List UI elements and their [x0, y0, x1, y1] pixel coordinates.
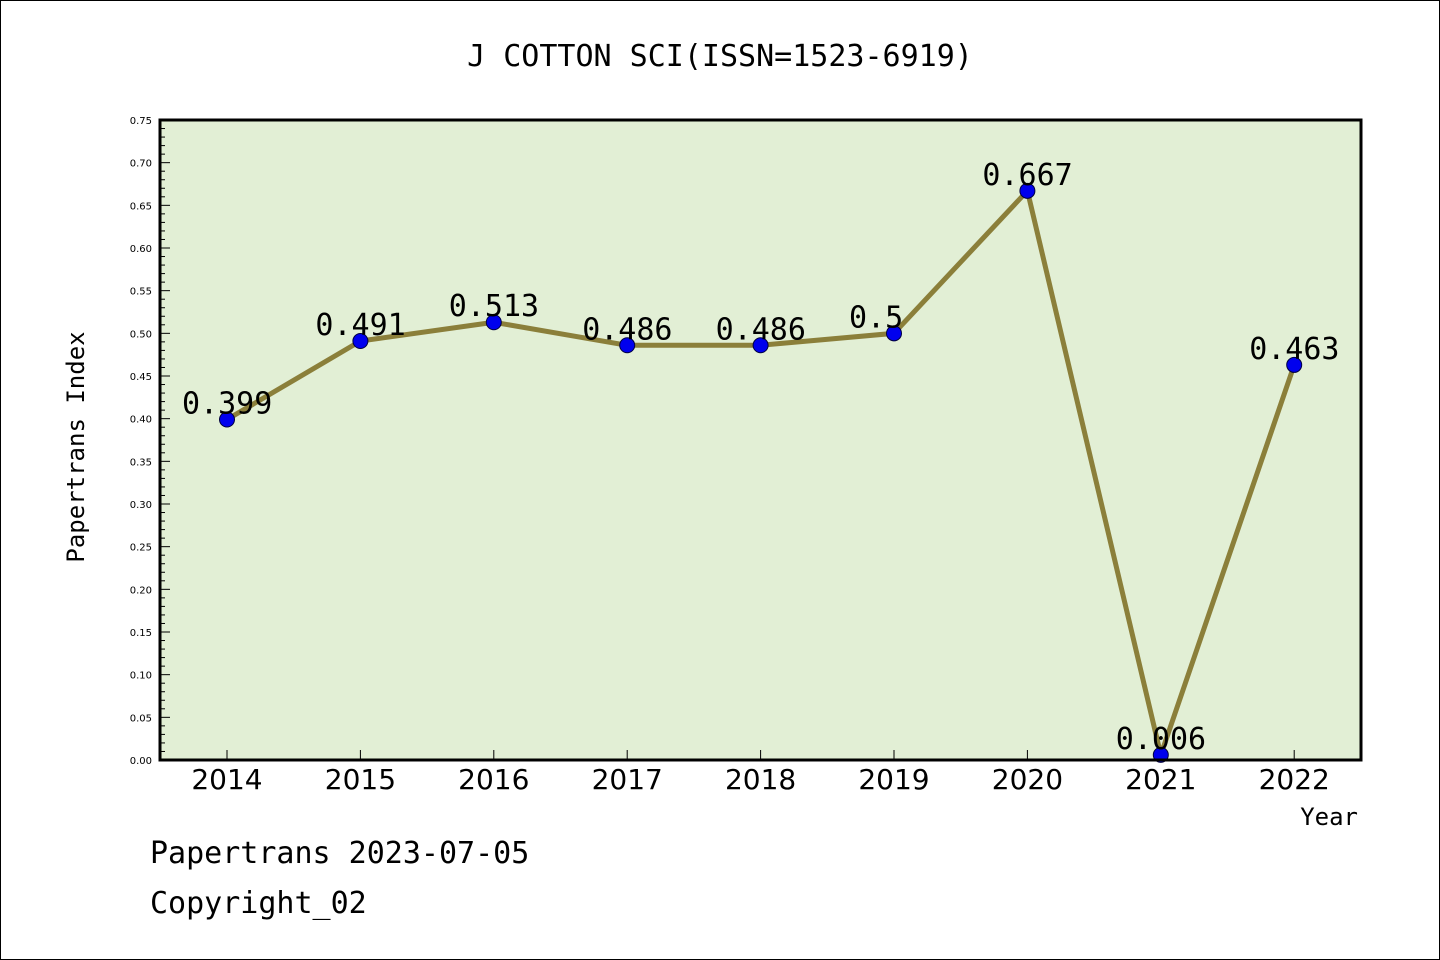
y-tick-label: 0.20	[130, 585, 152, 596]
y-tick-label: 0.45	[130, 372, 152, 383]
y-tick-label: 0.75	[130, 116, 152, 127]
chart-title: J COTTON SCI(ISSN=1523-6919)	[467, 39, 973, 74]
y-tick-label: 0.10	[130, 671, 152, 682]
y-tick-label: 0.70	[130, 159, 152, 170]
y-tick-label: 0.30	[130, 500, 152, 511]
data-label: 0.486	[716, 312, 806, 347]
x-axis-label: Year	[1300, 803, 1358, 831]
data-label: 0.5	[849, 300, 903, 335]
data-label: 0.399	[182, 387, 272, 422]
data-point	[886, 325, 902, 342]
plot-border	[158, 118, 1363, 762]
y-tick-label: 0.15	[130, 628, 152, 639]
data-point	[752, 337, 769, 354]
data-label: 0.513	[449, 289, 539, 324]
data-point	[485, 314, 502, 331]
x-tick-label: 2014	[191, 763, 262, 796]
y-tick-label: 0.00	[130, 756, 152, 767]
y-tick-label: 0.35	[130, 457, 152, 468]
data-point	[352, 333, 369, 350]
y-tick-label: 0.55	[130, 287, 152, 298]
x-tick-label: 2017	[592, 763, 663, 796]
x-tick-label: 2015	[325, 763, 396, 796]
data-points	[219, 182, 1303, 763]
x-tick-label: 2018	[725, 763, 796, 796]
data-label: 0.006	[1116, 722, 1206, 757]
data-labels: 0.399 0.491 0.513 0.486 0.486 0.5 0.667 0.006 0.…	[182, 158, 1340, 757]
footer-copyright: Copyright_02	[150, 886, 367, 921]
y-tick-label: 0.65	[130, 201, 152, 212]
data-label: 0.486	[582, 312, 672, 347]
data-label: 0.491	[315, 308, 405, 343]
x-axis: 2014 2015 2016 2017 2018 2019 2020 2021 2022	[191, 750, 1330, 796]
x-tick-label: 2021	[1125, 763, 1196, 796]
data-point	[1019, 182, 1036, 199]
y-tick-label: 0.50	[130, 329, 152, 340]
y-tick-label: 0.25	[130, 543, 152, 554]
data-point	[619, 337, 636, 354]
data-point	[219, 411, 235, 428]
x-tick-label: 2022	[1259, 763, 1330, 796]
x-tick-label: 2020	[992, 763, 1063, 796]
data-label: 0.667	[982, 158, 1072, 193]
data-point	[1286, 356, 1303, 373]
footer-date: Papertrans 2023-07-05	[150, 836, 530, 871]
y-tick-label: 0.60	[130, 244, 152, 255]
y-axis-label: Papertrans Index	[62, 331, 90, 562]
x-tick-label: 2016	[458, 763, 529, 796]
y-tick-label: 0.05	[130, 713, 152, 724]
y-tick-label: 0.40	[130, 415, 152, 426]
plot-area	[160, 120, 1361, 760]
data-label: 0.463	[1249, 332, 1339, 367]
x-tick-label: 2019	[858, 763, 929, 796]
